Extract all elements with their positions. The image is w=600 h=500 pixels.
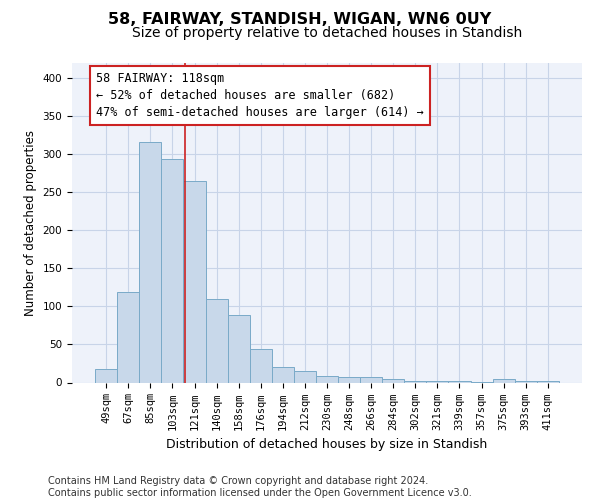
Bar [338,377,360,382]
Bar [161,160,184,382]
Y-axis label: Number of detached properties: Number of detached properties [24,130,37,316]
Bar [294,371,316,382]
Text: Contains HM Land Registry data © Crown copyright and database right 2024.
Contai: Contains HM Land Registry data © Crown c… [48,476,472,498]
Bar [404,381,427,382]
Bar [117,292,139,382]
Bar [448,381,470,382]
Bar [493,380,515,382]
Bar [272,368,294,382]
Bar [382,378,404,382]
Title: Size of property relative to detached houses in Standish: Size of property relative to detached ho… [132,26,522,40]
Bar [515,381,537,382]
Bar [250,349,272,382]
X-axis label: Distribution of detached houses by size in Standish: Distribution of detached houses by size … [166,438,488,451]
Bar [139,142,161,382]
Text: 58 FAIRWAY: 118sqm
← 52% of detached houses are smaller (682)
47% of semi-detach: 58 FAIRWAY: 118sqm ← 52% of detached hou… [96,72,424,118]
Bar [184,180,206,382]
Bar [360,377,382,382]
Bar [227,316,250,382]
Text: 58, FAIRWAY, STANDISH, WIGAN, WN6 0UY: 58, FAIRWAY, STANDISH, WIGAN, WN6 0UY [109,12,491,28]
Bar [316,376,338,382]
Bar [206,300,227,382]
Bar [427,381,448,382]
Bar [95,369,117,382]
Bar [537,381,559,382]
